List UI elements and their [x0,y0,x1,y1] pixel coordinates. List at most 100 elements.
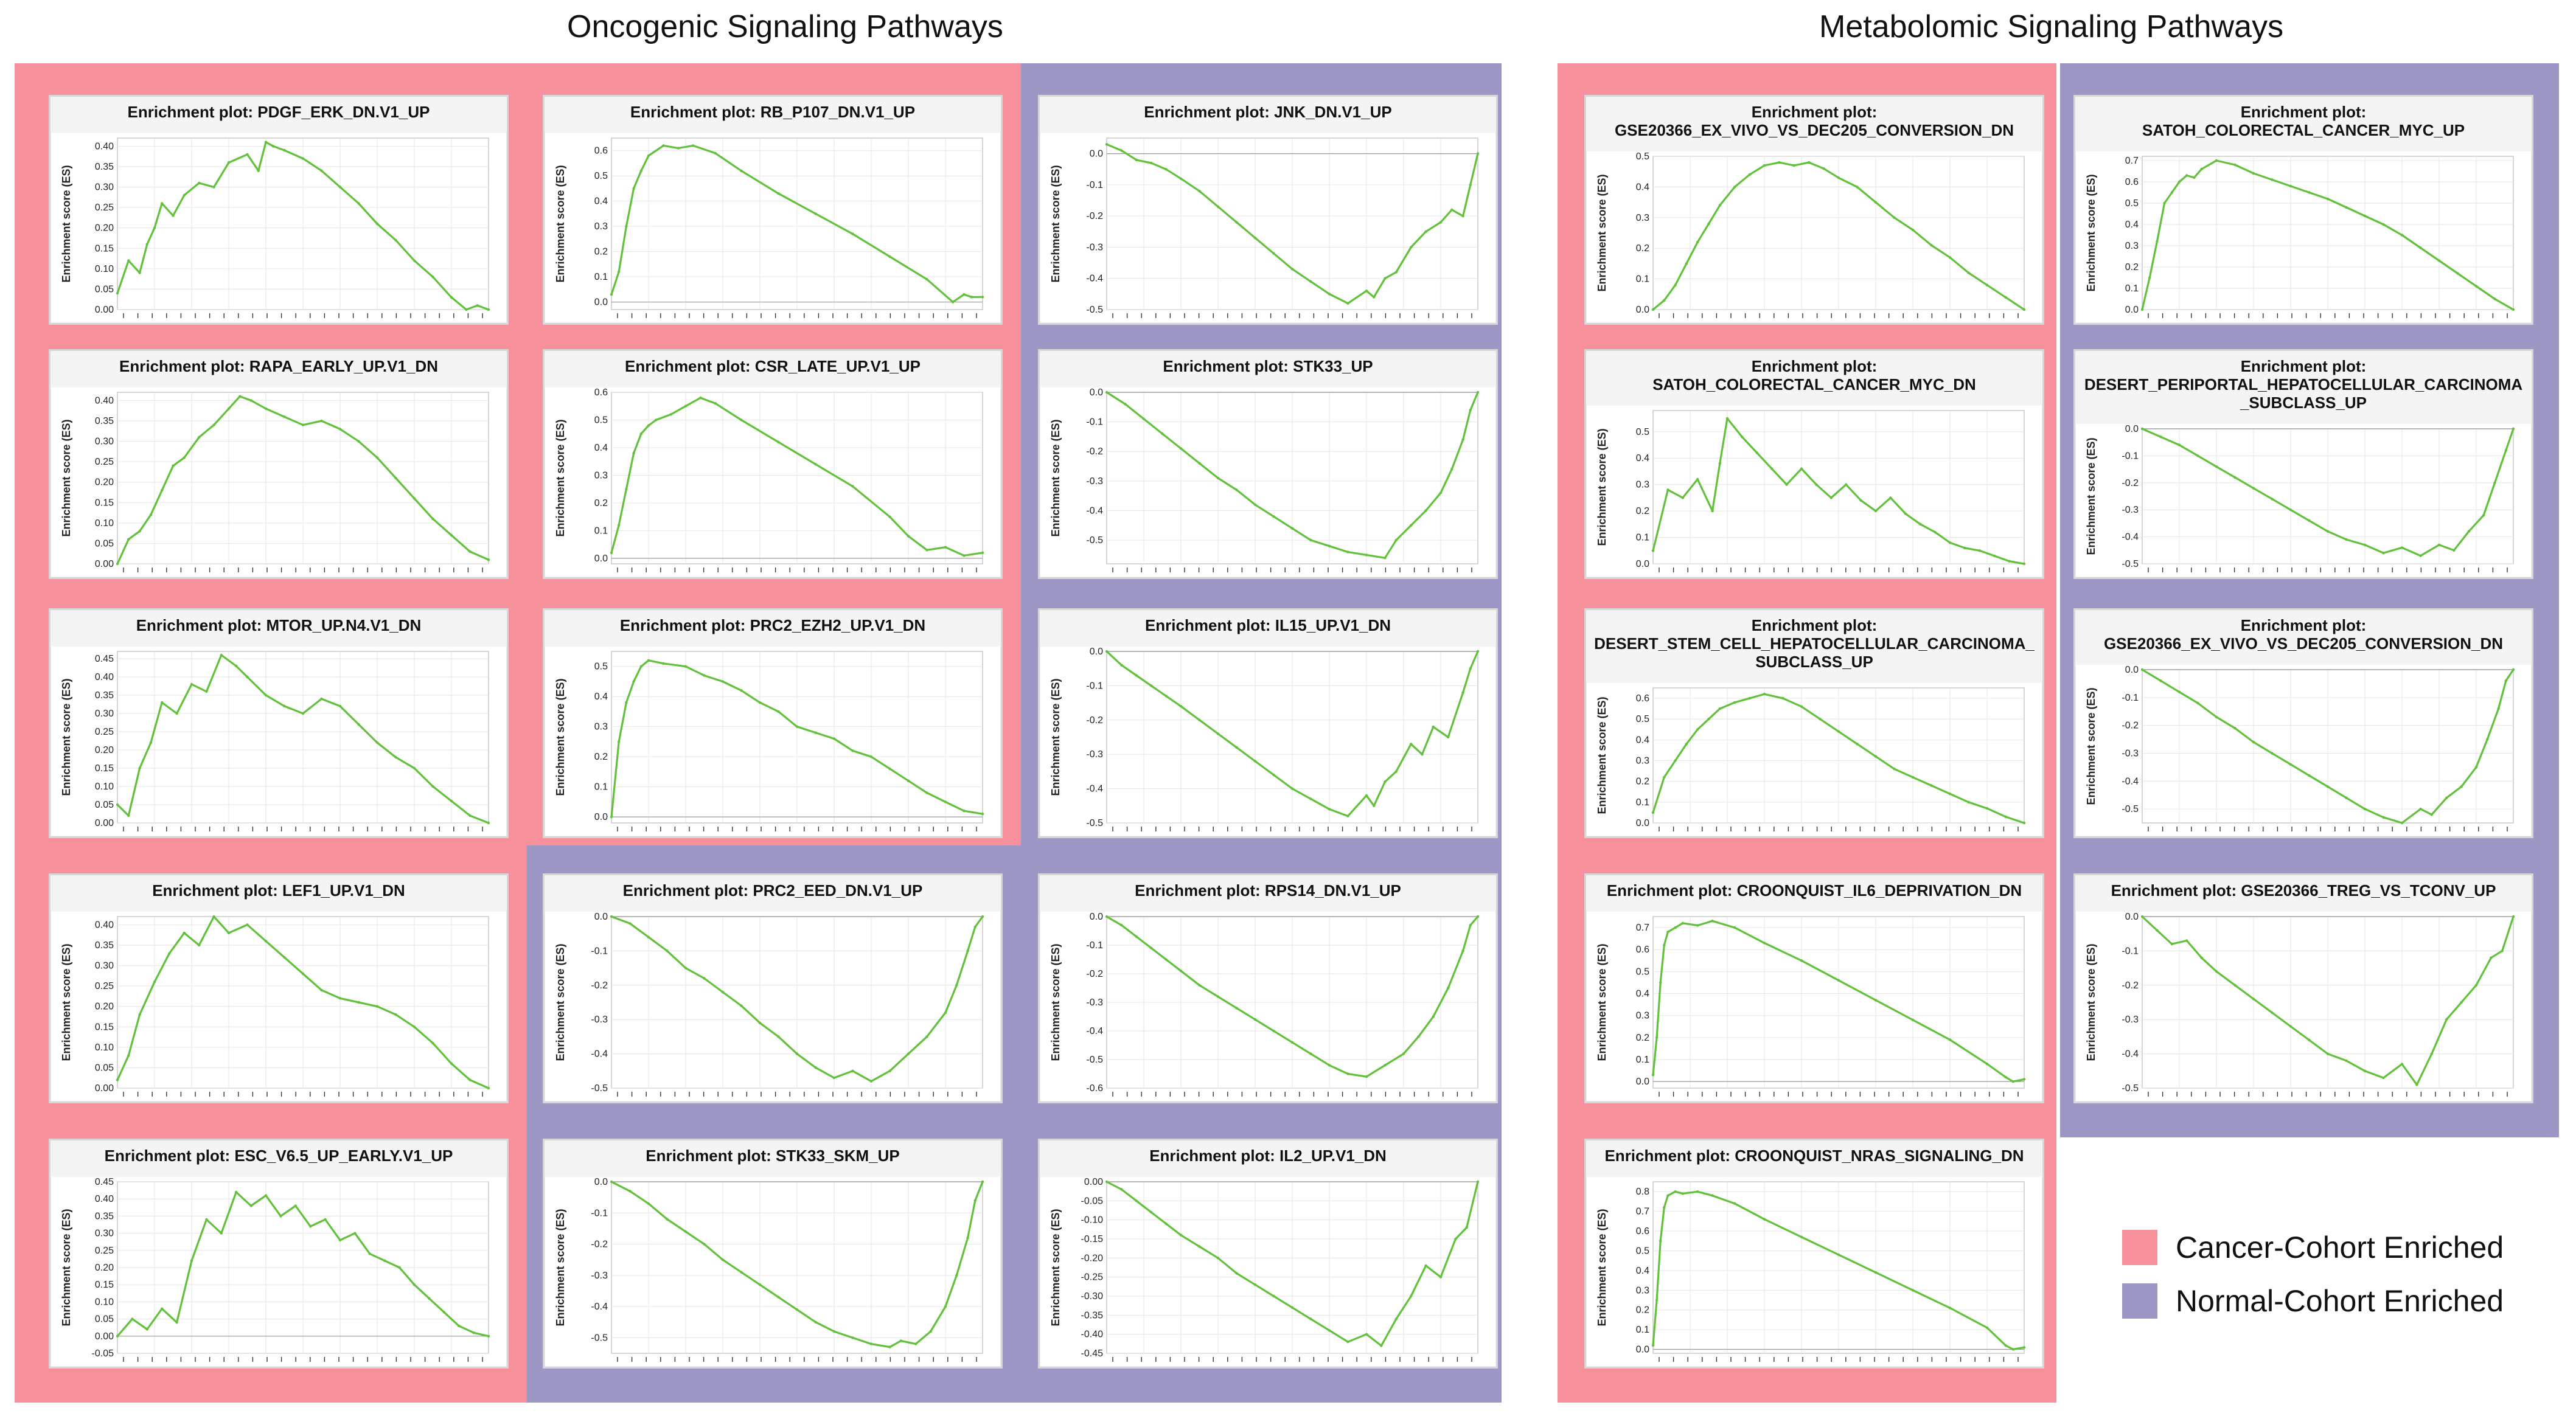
y-tick-label: 0.4 [1636,735,1649,745]
es-point [714,151,717,155]
es-point [1674,759,1677,762]
es-point [2512,308,2515,311]
plot-header-band [50,351,507,387]
chart-gse20366-dec205-normal: Enrichment plot: GSE20366_EX_VIVO_VS_DEC2… [2073,608,2533,838]
es-point [2200,956,2203,959]
y-axis-title: Enrichment score (ES) [1050,678,1062,796]
es-point [428,1297,431,1300]
y-tick-label: 0.00 [95,559,114,569]
chart-satoh-myc-dn: Enrichment plot: SATOH_COLORECTAL_CANCER_… [1584,349,2044,579]
es-point [832,1330,836,1333]
y-tick-label: 0.5 [594,662,608,672]
es-point [1450,208,1453,212]
es-point [2252,487,2255,490]
y-tick-label: 0.3 [594,221,608,232]
es-point [1290,268,1294,271]
y-tick-label: 0.4 [594,443,608,453]
es-line [1106,143,1479,305]
y-tick-label: -0.3 [1086,242,1103,252]
es-point [981,296,984,299]
y-tick-label: 0.1 [1636,1325,1649,1335]
es-point [205,690,208,693]
es-point [235,664,238,668]
es-point [2177,443,2181,446]
es-point [338,704,342,708]
plot-title: Enrichment plot: [1752,103,1878,121]
es-point [1290,1041,1294,1044]
y-axis-title: Enrichment score (ES) [1596,428,1608,546]
es-point [944,800,947,803]
es-point [1164,695,1168,698]
y-tick-label: 0.15 [95,1022,114,1032]
es-point [246,153,249,156]
es-point [1461,949,1464,952]
es-point [145,1328,148,1331]
es-point [468,1078,472,1081]
es-point [1904,512,1907,515]
es-point [2185,939,2188,942]
es-point [375,741,379,744]
plot-title: Enrichment plot: STK33_SKM_UP [646,1147,900,1165]
es-point [1711,509,1714,513]
es-point [487,1086,490,1090]
es-point [375,456,379,459]
es-point [625,224,628,228]
es-point [1659,1240,1662,1243]
es-point [1707,222,1710,226]
es-point [1651,308,1655,311]
es-point [1800,705,1803,708]
es-point [2008,560,2011,563]
es-point [1365,1333,1368,1336]
es-point [1253,236,1257,240]
es-point [1394,538,1398,542]
chart-prc2-ezh2: Enrichment plot: PRC2_EZH2_UP.V1_DN 0.5 0.… [543,608,1003,838]
es-point [2022,1078,2026,1081]
y-tick-label: -0.3 [2122,1015,2139,1025]
es-point [1447,987,1450,990]
es-point [1919,522,1922,526]
es-point [309,1225,312,1228]
es-point [632,680,635,683]
y-tick-label: 0.2 [1636,1033,1649,1043]
es-point [1859,499,1862,502]
legend-normal-label: Normal-Cohort Enriched [2176,1284,2504,1318]
enrichment-plot-svg: Enrichment plot: MTOR_UP.N4.V1_DN 0.45 0.4… [50,610,507,831]
es-point [198,435,201,439]
y-tick-label: -0.1 [1086,417,1103,428]
es-point [357,723,360,726]
y-tick-label: 0.35 [95,1211,114,1221]
es-point [2022,1346,2026,1349]
y-tick-label: 0.20 [95,477,114,488]
es-point [264,141,268,144]
es-point [450,799,453,803]
enrichment-plot-svg: Enrichment plot:DESERT_PERIPORTAL_HEPATO… [2075,351,2532,572]
y-axis-title: Enrichment score (ES) [554,1209,566,1326]
es-point [647,659,650,662]
es-point [2460,785,2463,788]
es-point [487,558,490,561]
es-point [2140,668,2144,671]
y-tick-label: 0.0 [594,812,608,822]
es-point [1874,509,1878,513]
es-point [2308,774,2311,777]
es-point [1651,811,1655,814]
y-tick-label: 0.25 [95,457,114,467]
es-point [413,1283,416,1286]
es-point [1290,527,1294,530]
es-point [2486,738,2489,741]
es-point [1120,664,1123,667]
es-point [1696,240,1699,244]
es-point [1454,1237,1457,1241]
y-tick-label: 0.5 [1636,151,1649,162]
es-point [1822,167,1825,170]
es-point [647,154,650,158]
es-point [320,169,323,172]
es-point [249,1204,252,1207]
y-tick-label: 0.1 [1636,533,1649,543]
es-point [338,997,342,1000]
es-point [662,144,665,147]
y-tick-label: 0.10 [95,1297,114,1307]
es-point [2170,191,2173,194]
chart-csr-late: Enrichment plot: CSR_LATE_UP.V1_UP 0.6 0.5… [543,349,1003,579]
es-point [338,1238,342,1242]
